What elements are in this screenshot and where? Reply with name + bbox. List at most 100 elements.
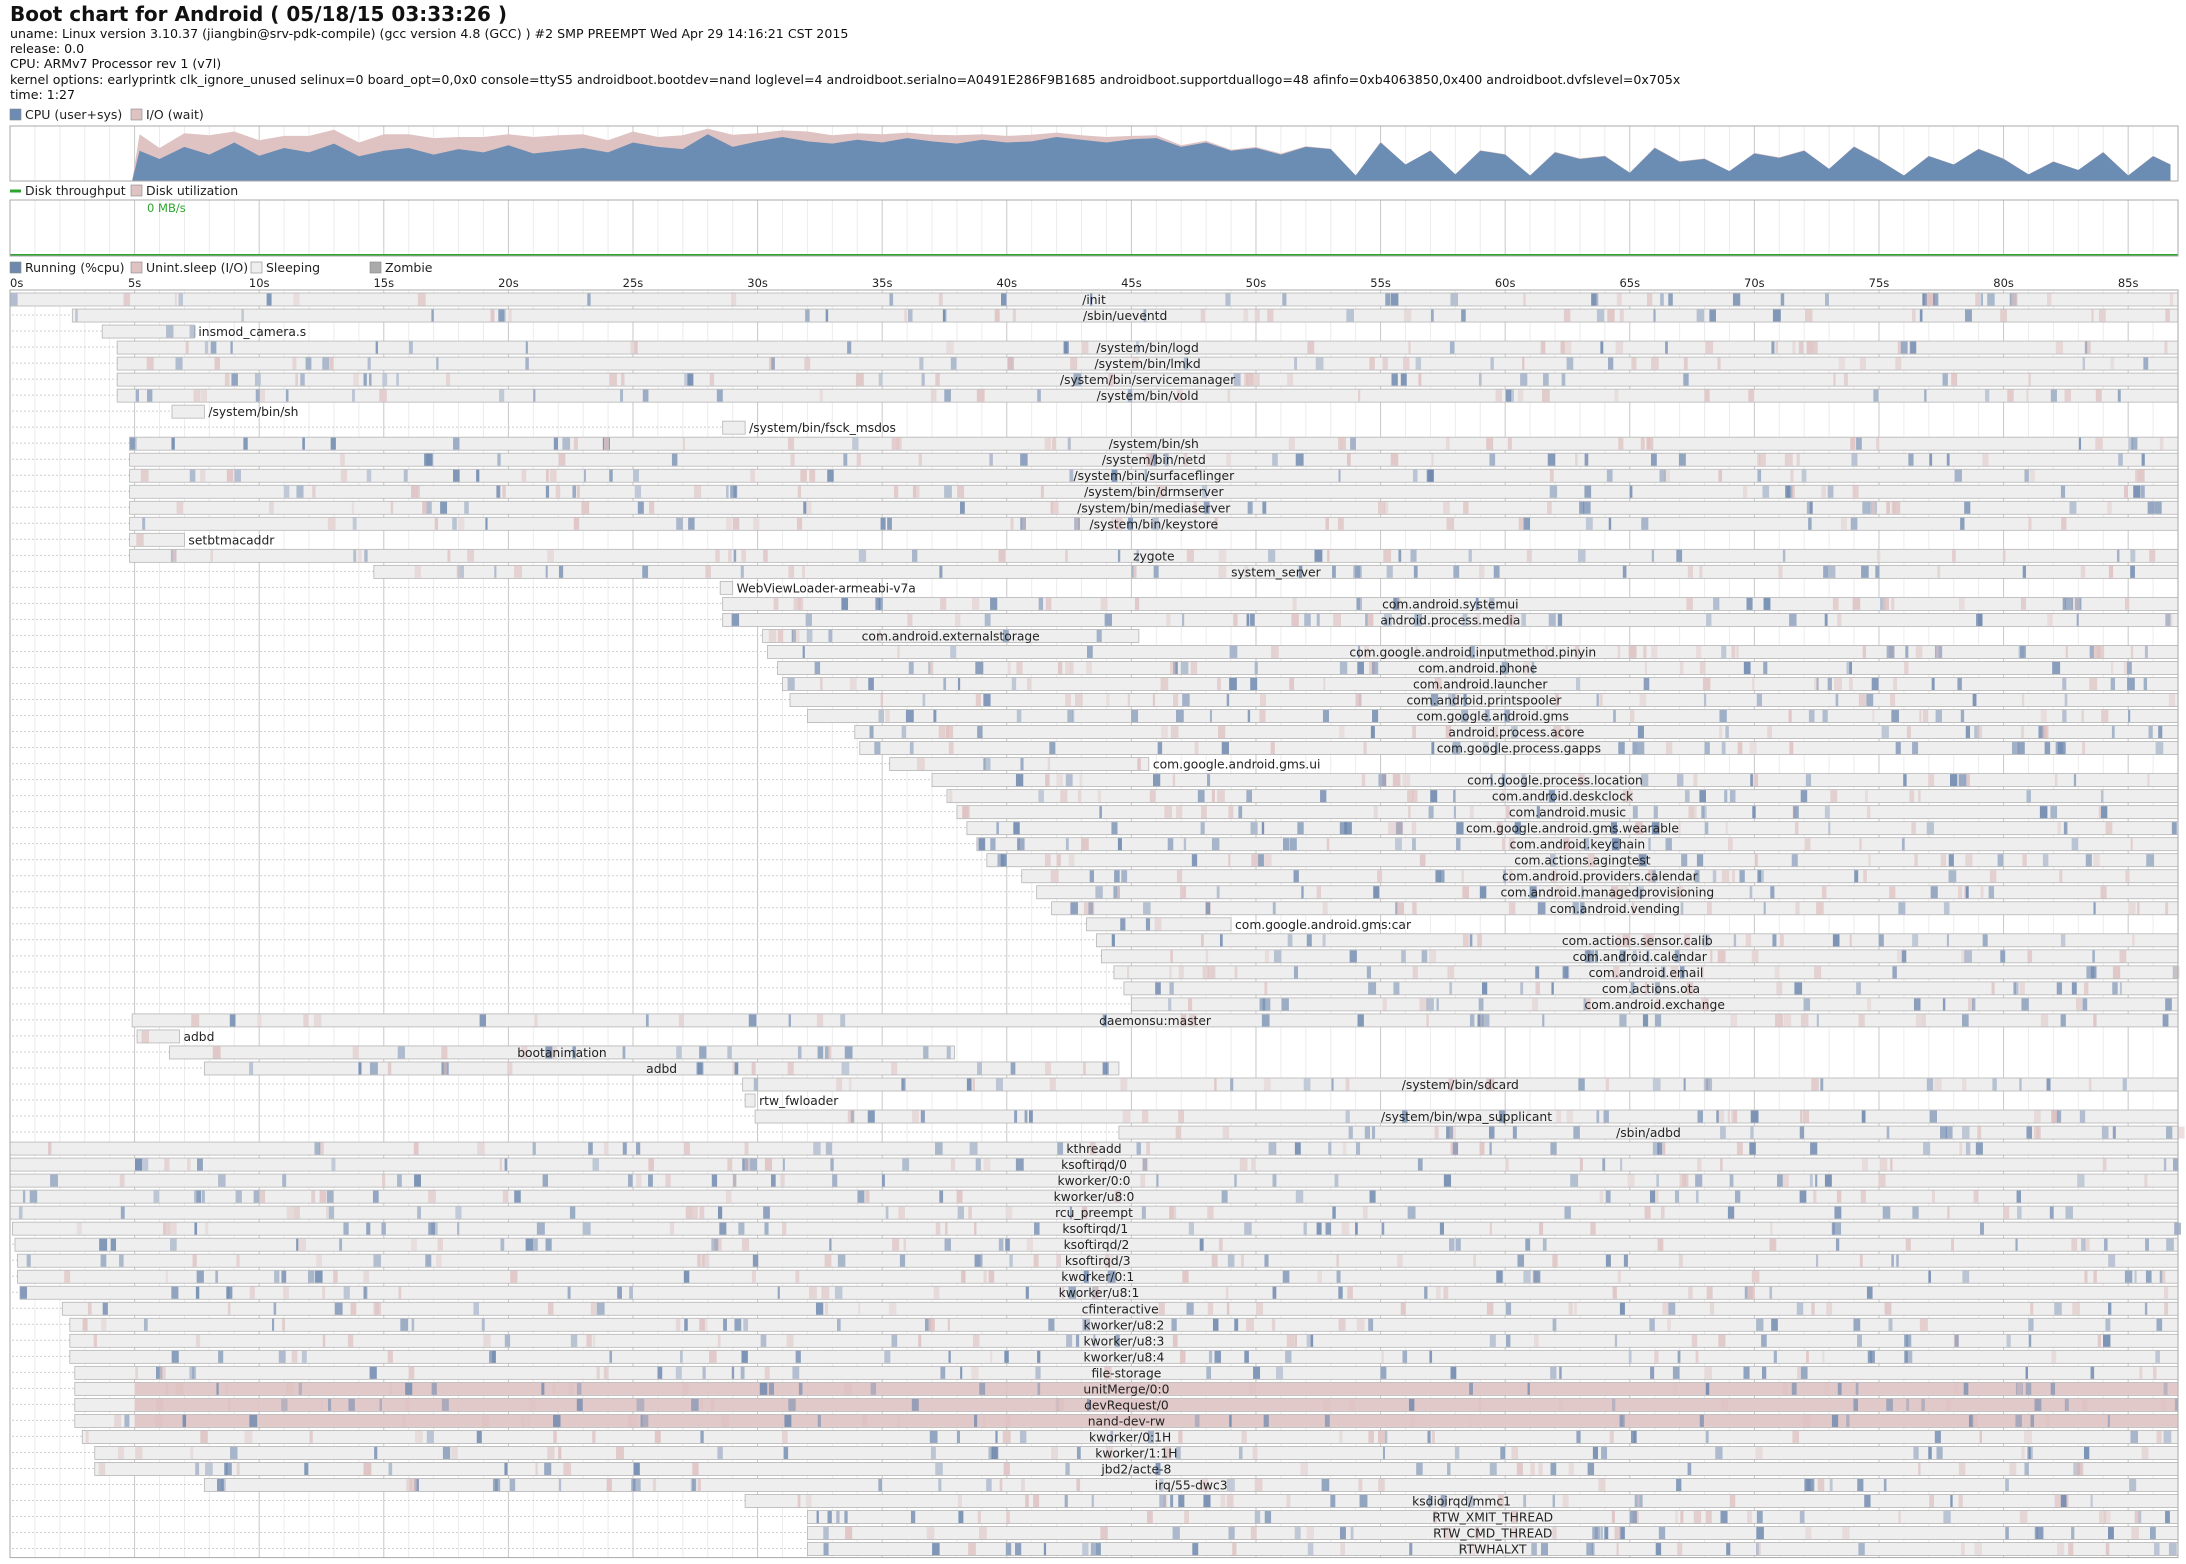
- activity-tick: [1469, 934, 1473, 947]
- activity-tick: [1402, 774, 1411, 787]
- activity-tick: [514, 565, 522, 578]
- activity-tick: [1560, 341, 1565, 354]
- process-label: com.android.exchange: [1584, 998, 1724, 1012]
- x-tick-label: 25s: [623, 276, 644, 290]
- activity-tick: [2071, 1527, 2075, 1540]
- activity-tick: [521, 469, 527, 482]
- process-label: daemonsu:master: [1099, 1014, 1212, 1028]
- activity-tick: [422, 501, 427, 514]
- process-label: com.android.music: [1509, 806, 1626, 820]
- activity-tick: [1244, 1222, 1252, 1235]
- activity-tick: [573, 517, 580, 530]
- activity-tick: [1252, 373, 1260, 386]
- activity-tick: [977, 1062, 982, 1075]
- activity-tick: [1430, 790, 1438, 803]
- activity-tick: [880, 517, 886, 530]
- activity-tick: [1453, 806, 1456, 819]
- activity-tick: [1443, 1527, 1452, 1540]
- activity-tick: [553, 1414, 561, 1427]
- activity-tick: [1114, 870, 1120, 883]
- activity-tick: [1935, 710, 1942, 723]
- activity-tick: [1490, 774, 1493, 787]
- activity-tick: [1679, 1174, 1686, 1187]
- activity-tick: [642, 389, 649, 402]
- activity-tick: [1749, 886, 1753, 899]
- activity-tick: [216, 1382, 219, 1395]
- activity-tick: [1233, 373, 1241, 386]
- activity-tick: [926, 1527, 935, 1540]
- activity-tick: [2163, 1158, 2167, 1171]
- activity-tick: [998, 549, 1006, 562]
- activity-tick: [1652, 870, 1656, 883]
- activity-tick: [2090, 966, 2097, 979]
- activity-tick: [1968, 1414, 1975, 1427]
- activity-tick: [1575, 453, 1578, 466]
- activity-tick: [327, 517, 336, 530]
- activity-tick: [194, 1222, 198, 1235]
- activity-tick: [214, 357, 220, 370]
- activity-tick: [1214, 517, 1218, 530]
- activity-tick: [1207, 1206, 1214, 1219]
- activity-tick: [2024, 469, 2029, 482]
- activity-tick: [1726, 1543, 1731, 1556]
- activity-tick: [1282, 293, 1287, 306]
- activity-tick: [166, 325, 174, 338]
- activity-tick: [283, 485, 290, 498]
- activity-tick: [734, 1318, 742, 1331]
- activity-tick: [1655, 1543, 1662, 1556]
- activity-tick: [1348, 1126, 1353, 1139]
- activity-tick: [957, 1190, 963, 1203]
- activity-tick: [499, 389, 505, 402]
- activity-tick: [1858, 694, 1866, 707]
- activity-tick: [1285, 1350, 1292, 1363]
- activity-tick: [603, 1366, 607, 1379]
- process-bar: [719, 580, 734, 595]
- activity-tick: [797, 1046, 802, 1059]
- activity-tick: [1501, 774, 1506, 787]
- activity-tick: [1706, 902, 1712, 915]
- activity-tick: [891, 1334, 898, 1347]
- activity-tick: [1883, 1478, 1887, 1491]
- activity-tick: [1450, 1366, 1457, 1379]
- activity-tick: [1640, 437, 1645, 450]
- activity-tick: [576, 485, 580, 498]
- activity-tick: [1614, 389, 1619, 402]
- activity-tick: [1697, 1110, 1703, 1123]
- activity-tick: [2124, 597, 2130, 610]
- activity-tick: [307, 1270, 315, 1283]
- activity-tick: [834, 1286, 843, 1299]
- activity-tick: [340, 469, 348, 482]
- activity-tick: [697, 1254, 701, 1267]
- activity-tick: [940, 1366, 946, 1379]
- activity-tick: [2143, 677, 2148, 690]
- activity-tick: [1462, 886, 1470, 899]
- activity-tick: [930, 1446, 936, 1459]
- legend-sleeping-swatch: [250, 261, 263, 274]
- activity-tick: [2062, 710, 2067, 723]
- activity-tick: [2029, 469, 2035, 482]
- process-bar: [762, 629, 1140, 643]
- activity-tick: [675, 1366, 682, 1379]
- activity-tick: [2112, 1126, 2116, 1139]
- activity-tick: [1559, 1366, 1562, 1379]
- activity-tick: [1940, 854, 1947, 867]
- activity-tick: [363, 1462, 366, 1475]
- activity-tick: [1946, 1398, 1951, 1411]
- activity-tick: [1705, 341, 1714, 354]
- activity-tick: [805, 309, 810, 322]
- activity-tick: [727, 1158, 733, 1171]
- activity-tick: [1644, 661, 1647, 674]
- activity-tick: [858, 549, 867, 562]
- activity-tick: [2093, 1270, 2097, 1283]
- activity-tick: [885, 710, 890, 723]
- activity-tick: [110, 1238, 117, 1251]
- activity-tick: [142, 517, 146, 530]
- activity-tick: [1757, 453, 1761, 466]
- activity-tick: [1443, 501, 1450, 514]
- activity-tick: [2019, 982, 2025, 995]
- activity-tick: [837, 1318, 841, 1331]
- activity-tick: [1961, 950, 1966, 963]
- activity-tick: [979, 1527, 987, 1540]
- activity-tick: [1287, 373, 1294, 386]
- activity-tick: [508, 309, 512, 322]
